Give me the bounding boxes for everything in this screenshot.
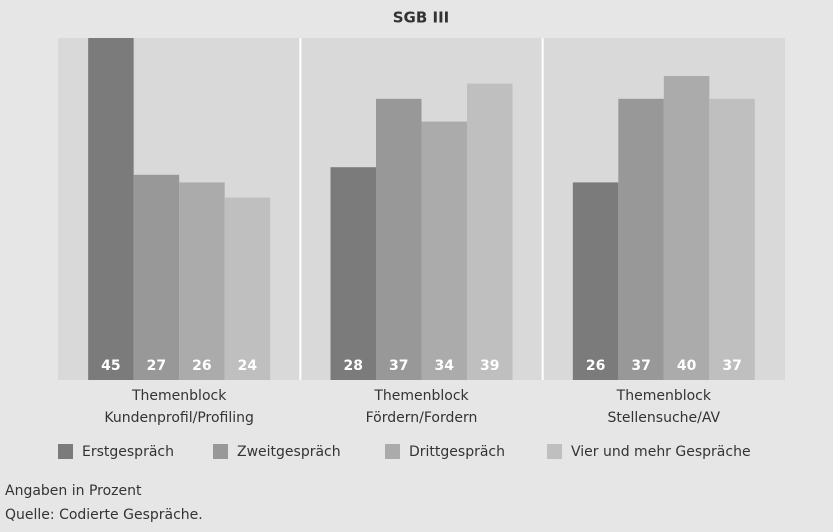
legend-label: Drittgespräch [409,444,505,460]
bar [421,121,467,380]
bar [224,197,271,380]
value-label: 40 [677,358,697,374]
x-tick-label: Themenblock [131,388,227,404]
value-label: 37 [389,358,408,374]
value-label: 26 [192,358,211,374]
x-tick-label: Fördern/Fordern [366,410,478,426]
legend-label: Erstgespräch [82,444,174,460]
legend-swatch [547,444,562,459]
legend-swatch [58,444,73,459]
chart-title: SGB III [393,9,450,27]
bar [663,76,710,380]
x-tick-label: Themenblock [616,388,712,404]
value-label: 45 [101,358,120,374]
value-label: 37 [631,358,650,374]
bar [467,83,513,380]
value-label: 27 [147,358,166,374]
x-tick-label: Themenblock [373,388,469,404]
note: Quelle: Codierte Gespräche. [5,507,203,523]
bar [709,98,755,381]
legend-swatch [213,444,228,459]
value-label: 24 [238,358,258,374]
value-label: 34 [435,358,455,374]
value-label: 28 [344,358,363,374]
bar [376,98,422,381]
bar [133,174,180,380]
value-label: 26 [586,358,605,374]
legend-label: Vier und mehr Gespräche [571,444,751,460]
value-label: 39 [480,358,499,374]
legend-label: Zweitgespräch [237,444,341,460]
bar [618,98,664,381]
x-tick-label: Stellensuche/AV [608,410,721,426]
note: Angaben in Prozent [5,483,142,499]
bar [179,182,225,380]
bar [572,182,619,380]
legend-swatch [385,444,400,459]
value-label: 37 [722,358,741,374]
bar [330,167,376,380]
x-tick-label: Kundenprofil/Profiling [104,410,254,426]
bar [88,38,134,380]
